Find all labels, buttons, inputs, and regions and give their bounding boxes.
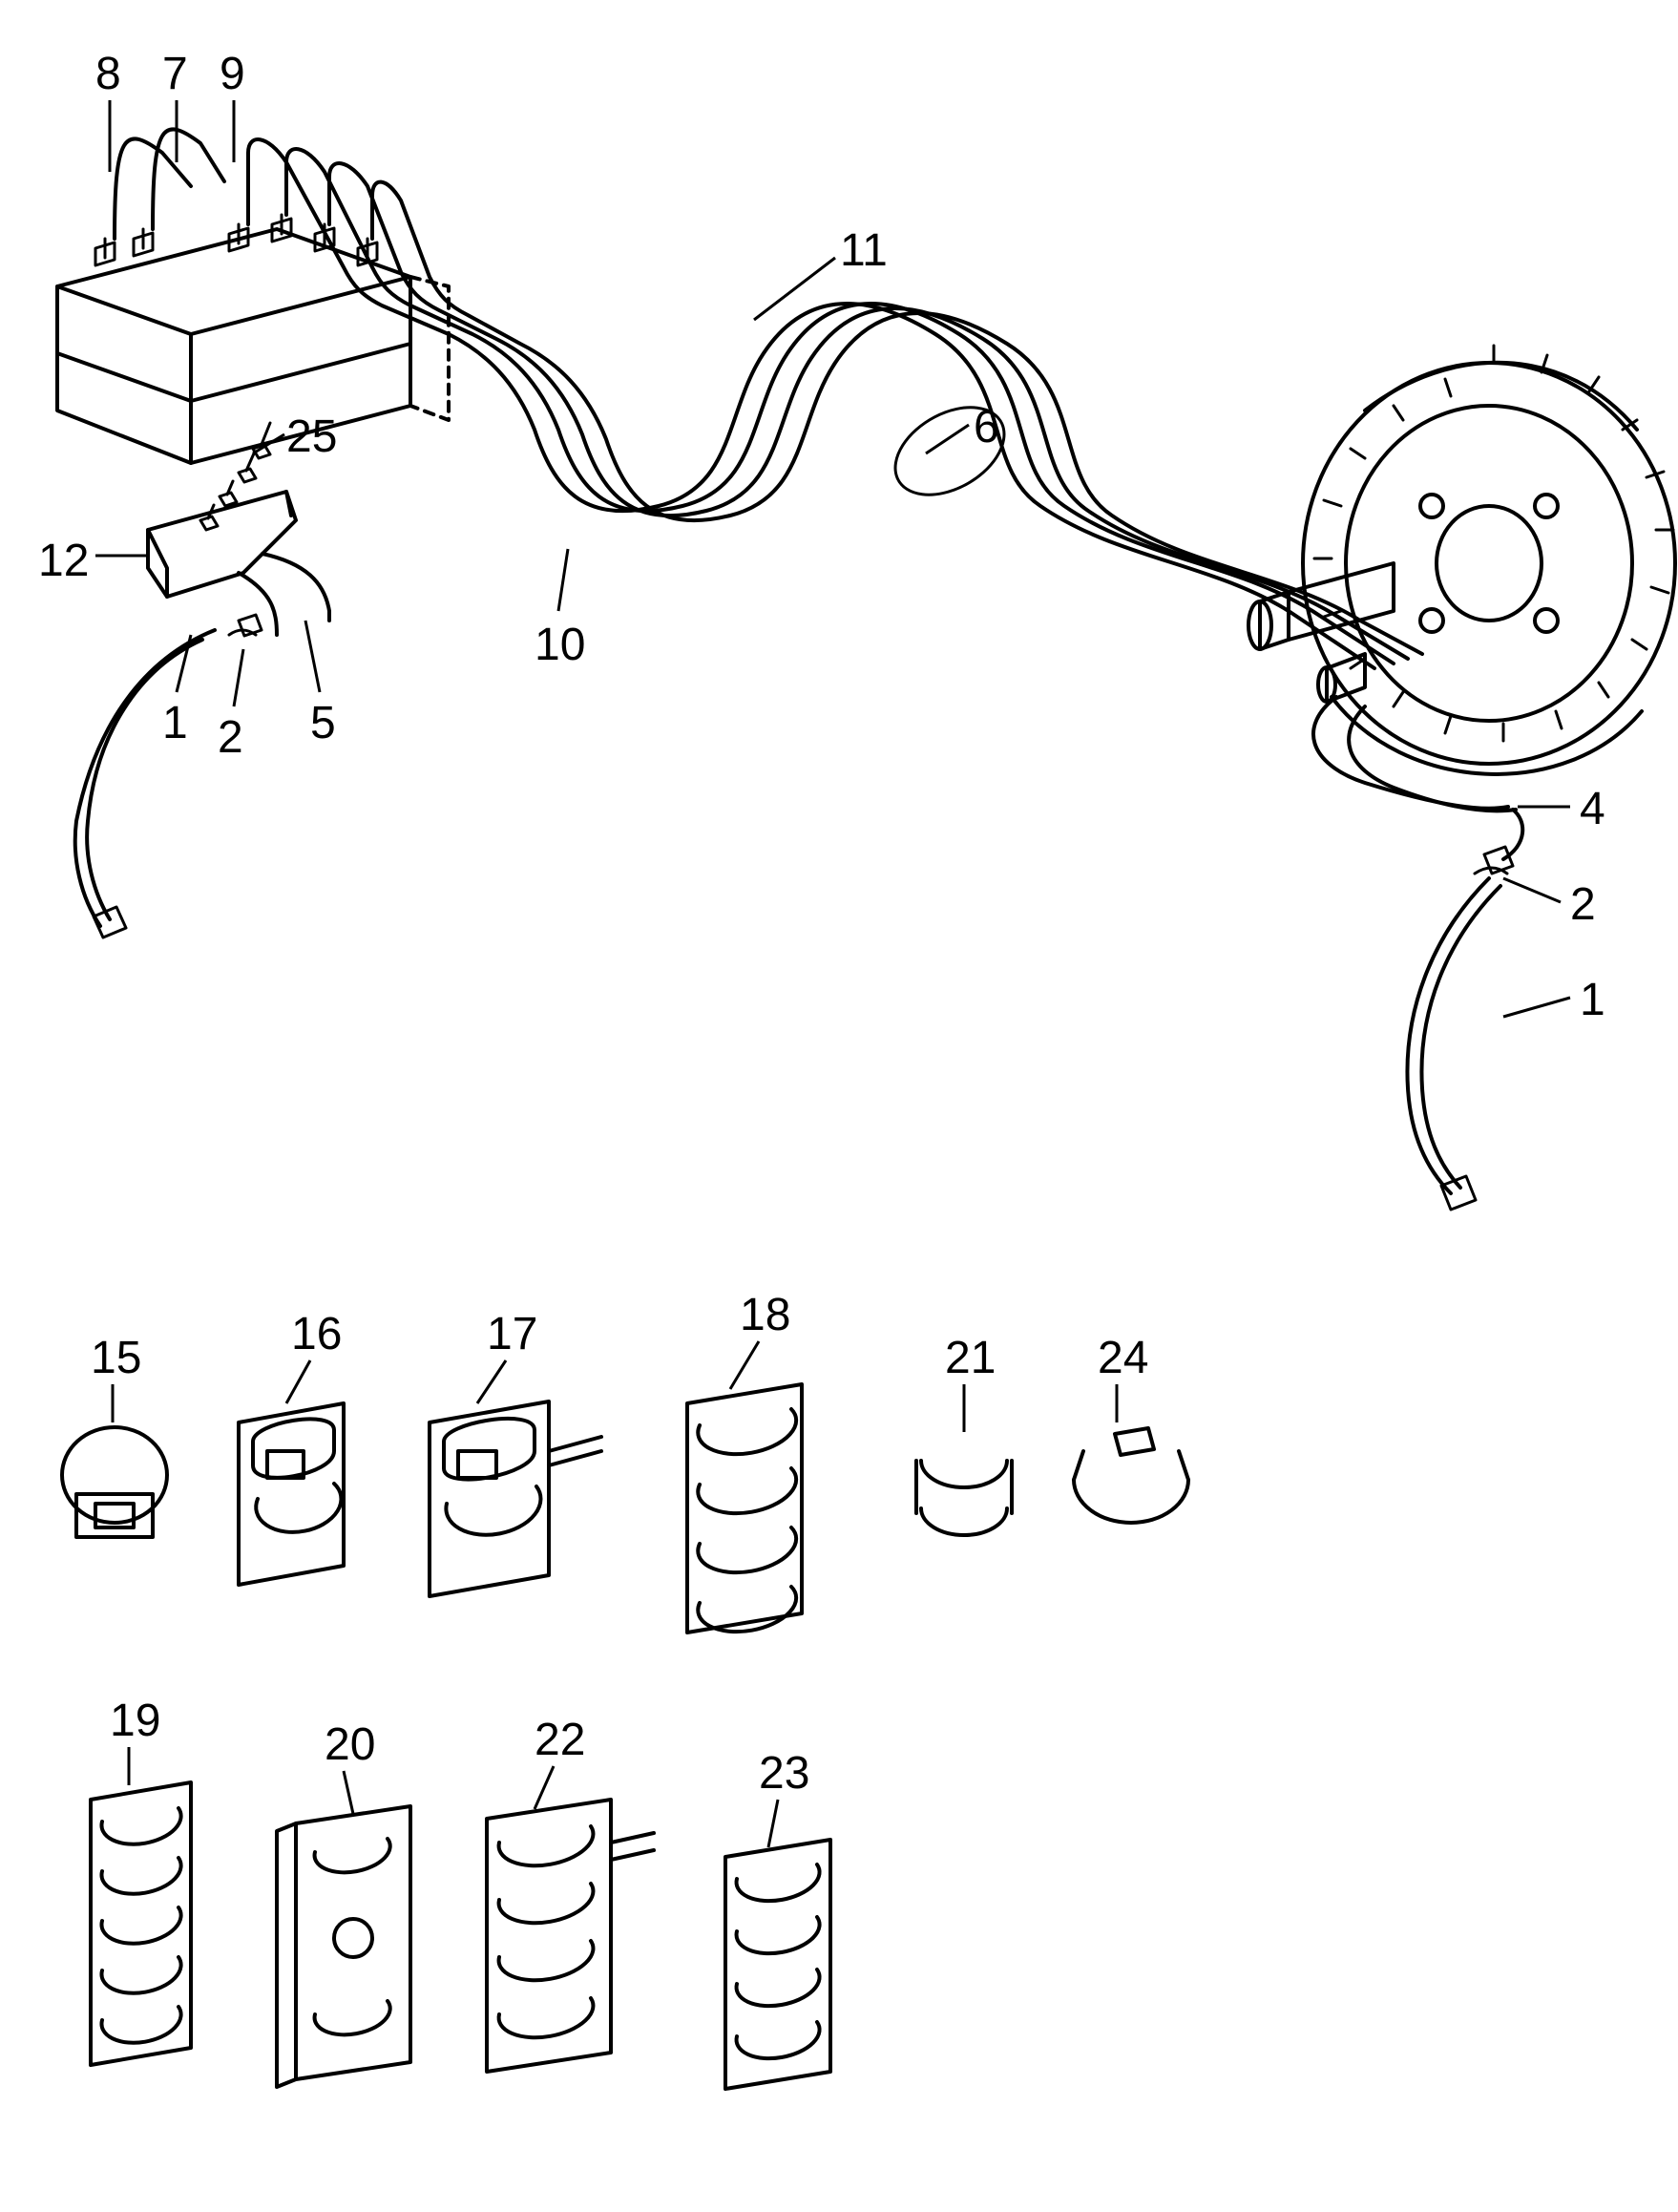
callout-7: 7 bbox=[162, 48, 188, 100]
callout-1: 1 bbox=[1580, 974, 1605, 1026]
callout-21: 21 bbox=[945, 1332, 996, 1384]
callout-15: 15 bbox=[91, 1332, 141, 1384]
callout-12: 12 bbox=[38, 535, 89, 587]
callout-17: 17 bbox=[487, 1308, 537, 1360]
callout-6: 6 bbox=[974, 401, 999, 453]
callout-5: 5 bbox=[310, 697, 336, 749]
brake-booster bbox=[1248, 346, 1675, 774]
callout-25: 25 bbox=[286, 411, 337, 463]
part-16 bbox=[239, 1403, 344, 1585]
bracket-12 bbox=[148, 423, 296, 597]
part-19 bbox=[91, 1782, 191, 2065]
parts-diagram-svg bbox=[0, 0, 1678, 2212]
callout-20: 20 bbox=[325, 1718, 375, 1771]
part-15 bbox=[62, 1427, 167, 1537]
front-left-hose bbox=[75, 554, 329, 937]
callout-22: 22 bbox=[535, 1714, 585, 1766]
part-24 bbox=[1074, 1428, 1188, 1523]
leader-c6 bbox=[926, 425, 969, 453]
leader-c18 bbox=[730, 1341, 759, 1389]
leader-c1a bbox=[177, 635, 191, 692]
callout-8: 8 bbox=[95, 48, 121, 100]
part-21 bbox=[916, 1461, 1012, 1535]
leader-c5 bbox=[305, 621, 320, 692]
bolts-25 bbox=[200, 423, 270, 530]
leader-c23 bbox=[768, 1800, 778, 1847]
leader-c2a bbox=[234, 649, 243, 706]
leader-c11 bbox=[754, 258, 835, 320]
leader-c22 bbox=[535, 1766, 554, 1809]
leader-c10 bbox=[558, 549, 568, 611]
part-22 bbox=[487, 1800, 654, 2072]
callout-23: 23 bbox=[759, 1747, 809, 1800]
part-18 bbox=[687, 1384, 802, 1633]
callout-18: 18 bbox=[740, 1289, 790, 1341]
callout-9: 9 bbox=[220, 48, 245, 100]
part-23 bbox=[725, 1840, 830, 2089]
callout-24: 24 bbox=[1098, 1332, 1148, 1384]
part-17 bbox=[430, 1401, 601, 1596]
callout-2: 2 bbox=[218, 711, 243, 764]
callout-2: 2 bbox=[1570, 878, 1596, 931]
callout-19: 19 bbox=[110, 1695, 160, 1747]
part-20 bbox=[277, 1806, 410, 2087]
leader-c20 bbox=[344, 1771, 353, 1814]
callout-11: 11 bbox=[840, 224, 888, 277]
abs-unit bbox=[57, 215, 449, 463]
callout-4: 4 bbox=[1580, 783, 1605, 835]
leader-c17 bbox=[477, 1360, 506, 1403]
callout-10: 10 bbox=[535, 619, 585, 671]
callout-1: 1 bbox=[162, 697, 188, 749]
callout-16: 16 bbox=[291, 1308, 342, 1360]
leader-c2b bbox=[1503, 878, 1561, 902]
brake-pipe-bundle bbox=[115, 129, 1422, 668]
leader-c16 bbox=[286, 1360, 310, 1403]
leader-c1b bbox=[1503, 998, 1570, 1017]
